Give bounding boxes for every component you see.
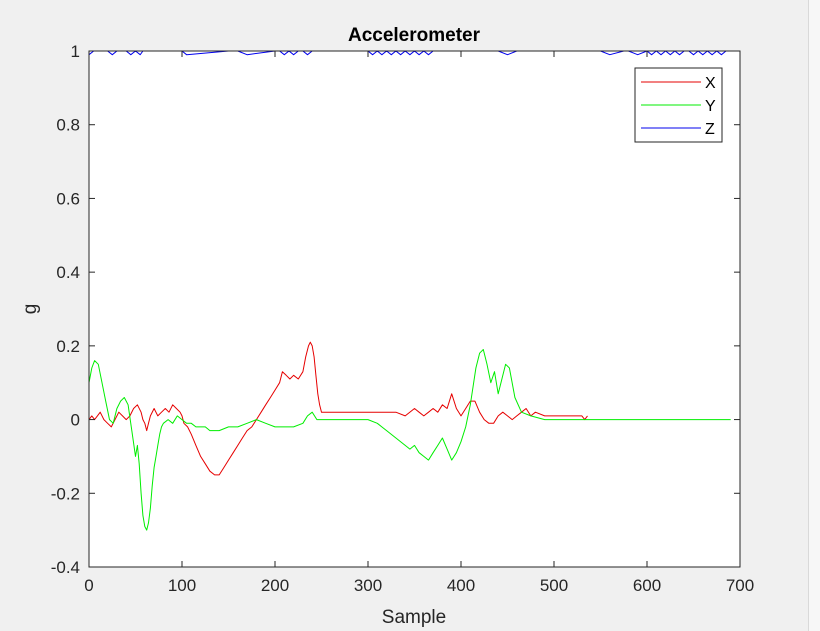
y-tick-label: -0.2 bbox=[51, 484, 80, 503]
y-tick-label: 0.2 bbox=[56, 337, 80, 356]
y-tick-label: 1 bbox=[71, 42, 80, 61]
series-line-y bbox=[88, 349, 731, 531]
x-ticks: 0 100 200 300 400 500 600 700 bbox=[84, 51, 754, 595]
axes-frame bbox=[88, 50, 741, 568]
y-tick-label: 0 bbox=[71, 411, 80, 430]
y-tick-label: 0.6 bbox=[56, 189, 80, 208]
legend-label-x: X bbox=[705, 75, 716, 92]
legend-label-y: Y bbox=[705, 98, 716, 115]
x-tick-label: 500 bbox=[540, 576, 568, 595]
y-tick-label: 0.4 bbox=[56, 263, 80, 282]
legend-label-z: Z bbox=[705, 121, 715, 138]
x-tick-label: 700 bbox=[726, 576, 754, 595]
y-tick-label: -0.4 bbox=[51, 558, 80, 577]
x-tick-label: 400 bbox=[447, 576, 475, 595]
y-ticks: -0.4 -0.2 0 0.2 0.4 0.6 0.8 1 bbox=[51, 42, 740, 577]
series-line-x bbox=[88, 341, 588, 476]
x-tick-label: 0 bbox=[84, 576, 93, 595]
x-tick-label: 200 bbox=[261, 576, 289, 595]
x-axis-label: Sample bbox=[382, 607, 446, 628]
x-tick-label: 600 bbox=[633, 576, 661, 595]
y-axis-label: g bbox=[20, 304, 41, 315]
window-scroll-edge bbox=[808, 0, 820, 631]
axes-background bbox=[89, 51, 740, 567]
chart-title: Accelerometer bbox=[348, 25, 481, 46]
y-tick-label: 0.8 bbox=[56, 116, 80, 135]
legend: X Y Z bbox=[634, 67, 723, 143]
x-tick-label: 300 bbox=[354, 576, 382, 595]
x-tick-label: 100 bbox=[168, 576, 196, 595]
